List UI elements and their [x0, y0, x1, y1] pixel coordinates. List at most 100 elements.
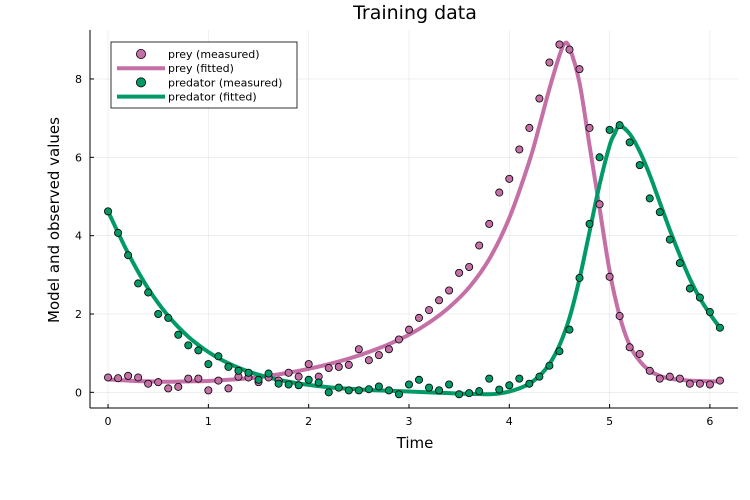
- data-point-prey-measured: [485, 219, 494, 228]
- data-point-prey-measured: [294, 372, 303, 381]
- x-axis-ticks: 0 1 2 3 4 5 6: [105, 404, 713, 428]
- data-point-predator-measured: [515, 374, 524, 383]
- data-point-predator-measured: [174, 330, 183, 339]
- data-point-prey-measured: [595, 200, 604, 209]
- legend-label: predator (fitted): [168, 91, 257, 104]
- y-tick-label: 8: [75, 73, 82, 86]
- data-point-prey-measured: [585, 123, 594, 132]
- data-point-predator-measured: [374, 382, 383, 391]
- plot-frame: [89, 30, 738, 409]
- x-tick-label: 0: [105, 415, 112, 428]
- data-point-predator-measured: [264, 369, 273, 378]
- data-point-predator-measured: [455, 390, 464, 399]
- data-point-prey-measured: [565, 45, 574, 54]
- data-point-predator-measured: [384, 386, 393, 395]
- x-tick-label: 2: [305, 415, 312, 428]
- data-point-predator-measured: [675, 259, 684, 268]
- data-point-prey-measured: [655, 374, 664, 383]
- data-point-predator-measured: [214, 352, 223, 361]
- legend: prey (measured)prey (fitted)predator (me…: [110, 41, 298, 109]
- data-point-prey-measured: [525, 123, 534, 132]
- data-point-prey-measured: [505, 174, 514, 183]
- data-point-prey-measured: [675, 374, 684, 383]
- data-point-prey-measured: [515, 145, 524, 154]
- data-point-predator-measured: [635, 161, 644, 170]
- data-point-predator-measured: [244, 368, 253, 377]
- data-point-prey-measured: [334, 362, 343, 371]
- data-point-predator-measured: [615, 121, 624, 130]
- x-tick-label: 6: [706, 415, 713, 428]
- x-tick-label: 5: [606, 415, 613, 428]
- legend-swatch-marker: [135, 77, 146, 88]
- data-point-predator-measured: [475, 387, 484, 396]
- data-point-predator-measured: [425, 383, 434, 392]
- data-point-predator-measured: [164, 313, 173, 322]
- data-point-predator-measured: [154, 309, 163, 318]
- data-point-predator-measured: [705, 308, 714, 317]
- data-point-prey-measured: [545, 58, 554, 67]
- data-point-predator-measured: [344, 386, 353, 395]
- data-point-predator-measured: [605, 125, 614, 134]
- x-tick-label: 4: [506, 415, 513, 428]
- data-point-prey-measured: [635, 349, 644, 358]
- data-point-predator-measured: [334, 383, 343, 392]
- data-point-predator-measured: [274, 379, 283, 388]
- data-point-predator-measured: [284, 380, 293, 389]
- data-point-predator-measured: [224, 362, 233, 371]
- data-point-predator-measured: [575, 273, 584, 282]
- data-point-prey-measured: [124, 371, 133, 380]
- data-point-prey-measured: [214, 376, 223, 385]
- data-point-predator-measured: [144, 288, 153, 297]
- data-point-predator-measured: [324, 388, 333, 397]
- data-point-prey-measured: [354, 345, 363, 354]
- data-point-prey-measured: [705, 380, 714, 389]
- data-point-prey-measured: [184, 374, 193, 383]
- data-point-prey-measured: [134, 373, 143, 382]
- data-point-prey-measured: [425, 306, 434, 315]
- data-point-prey-measured: [104, 373, 113, 382]
- data-point-predator-measured: [645, 194, 654, 203]
- data-point-prey-measured: [435, 296, 444, 305]
- data-point-prey-measured: [625, 343, 634, 352]
- data-point-prey-measured: [445, 286, 454, 295]
- data-point-prey-measured: [304, 360, 313, 369]
- y-axis-ticks: 0 2 4 6 8: [75, 73, 94, 399]
- data-point-prey-measured: [685, 379, 694, 388]
- data-point-predator-measured: [314, 378, 323, 387]
- data-point-prey-measured: [715, 376, 724, 385]
- data-point-prey-measured: [404, 325, 413, 334]
- plot-grid: [90, 30, 738, 408]
- data-point-predator-measured: [445, 380, 454, 389]
- x-tick-label: 1: [205, 415, 212, 428]
- data-point-prey-measured: [194, 374, 203, 383]
- data-point-prey-measured: [364, 356, 373, 365]
- legend-swatch-marker: [135, 49, 146, 60]
- data-point-prey-measured: [114, 374, 123, 383]
- data-point-predator-measured: [134, 279, 143, 288]
- data-point-predator-measured: [294, 381, 303, 390]
- data-point-prey-measured: [384, 345, 393, 354]
- legend-label: prey (fitted): [168, 62, 234, 75]
- data-point-predator-measured: [655, 208, 664, 217]
- data-point-prey-measured: [344, 360, 353, 369]
- data-point-prey-measured: [224, 384, 233, 393]
- data-point-prey-measured: [455, 268, 464, 277]
- data-point-predator-measured: [505, 381, 514, 390]
- data-point-predator-measured: [394, 390, 403, 399]
- data-point-prey-measured: [374, 351, 383, 360]
- data-point-predator-measured: [114, 228, 123, 237]
- data-point-predator-measured: [465, 389, 474, 398]
- data-point-prey-measured: [154, 378, 163, 387]
- data-point-predator-measured: [585, 219, 594, 228]
- data-point-predator-measured: [124, 251, 133, 260]
- y-axis-label: Model and observed values: [45, 117, 63, 323]
- data-point-predator-measured: [104, 207, 113, 216]
- data-point-predator-measured: [254, 375, 263, 384]
- data-point-prey-measured: [465, 262, 474, 271]
- data-point-prey-measured: [665, 372, 674, 381]
- data-point-predator-measured: [555, 347, 564, 356]
- data-point-prey-measured: [324, 364, 333, 373]
- data-point-prey-measured: [284, 368, 293, 377]
- chart-title: Training data: [352, 2, 477, 24]
